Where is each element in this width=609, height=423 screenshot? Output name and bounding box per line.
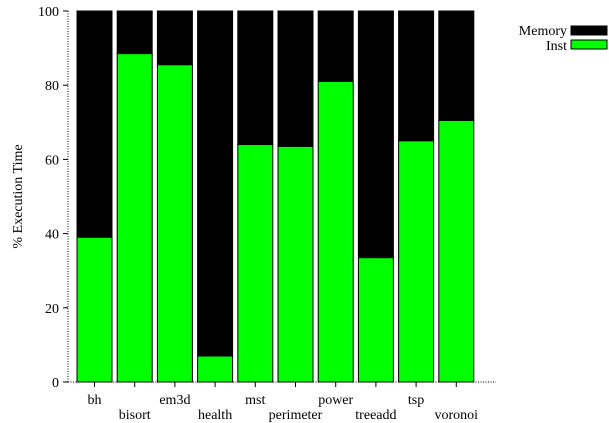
bar-memory-health <box>197 10 234 357</box>
bar-inst-mst <box>237 144 274 383</box>
bar-memory-bisort <box>116 10 153 55</box>
bar-inst-tsp <box>398 140 435 383</box>
labels: 0 20 40 60 80 100 % Execution Time bh bisort em3d… <box>11 5 478 423</box>
y-axis-title: % Execution Time <box>11 144 26 248</box>
x-tick-label-health: health <box>198 408 232 423</box>
y-tick-label: 100 <box>38 5 59 20</box>
x-tick-label-em3d: em3d <box>159 393 190 408</box>
x-tick-label-voronoi: voronoi <box>435 408 479 423</box>
bar-inst-voronoi <box>438 119 475 383</box>
bar-inst-bisort <box>116 53 153 383</box>
bars <box>76 10 475 383</box>
bar-memory-em3d <box>156 10 193 66</box>
axes <box>63 10 496 387</box>
bar-inst-power <box>317 80 354 383</box>
legend-label-inst: Inst <box>546 39 567 54</box>
bar-memory-bh <box>76 10 113 238</box>
y-tick-label: 0 <box>52 376 59 391</box>
bar-memory-mst <box>237 10 274 146</box>
bar-inst-bh <box>76 236 113 383</box>
bar-memory-treeadd <box>357 10 394 259</box>
y-tick-label: 20 <box>45 302 59 317</box>
bar-memory-voronoi <box>438 10 475 121</box>
y-tick-label: 80 <box>45 79 59 94</box>
legend-swatch-memory <box>570 25 608 36</box>
x-tick-label-tsp: tsp <box>408 393 424 408</box>
x-tick-label-bh: bh <box>88 393 102 408</box>
x-tick-label-treeadd: treeadd <box>355 408 396 423</box>
x-tick-label-power: power <box>318 393 353 408</box>
bar-inst-treeadd <box>357 257 394 383</box>
bar-memory-power <box>317 10 354 82</box>
bar-memory-perimeter <box>277 10 314 147</box>
bar-inst-health <box>197 355 234 383</box>
legend-label-memory: Memory <box>519 24 567 39</box>
y-tick-label: 60 <box>45 153 59 168</box>
bar-inst-em3d <box>156 64 193 383</box>
x-tick-label-perimeter: perimeter <box>269 408 323 423</box>
y-tick-label: 40 <box>45 228 59 243</box>
bar-inst-perimeter <box>277 145 314 383</box>
bar-memory-tsp <box>398 10 435 142</box>
x-tick-label-mst: mst <box>245 393 265 408</box>
legend-swatch-inst <box>570 39 608 50</box>
x-tick-label-bisort: bisort <box>119 408 151 423</box>
